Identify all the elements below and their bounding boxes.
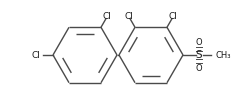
Text: CH₃: CH₃ <box>215 51 230 59</box>
Text: O: O <box>196 38 202 47</box>
Text: Cl: Cl <box>31 51 40 59</box>
Text: Cl: Cl <box>103 12 111 21</box>
Text: O: O <box>196 63 202 72</box>
Text: Cl: Cl <box>168 12 177 21</box>
Text: S: S <box>196 50 202 60</box>
Text: Cl: Cl <box>125 12 134 21</box>
